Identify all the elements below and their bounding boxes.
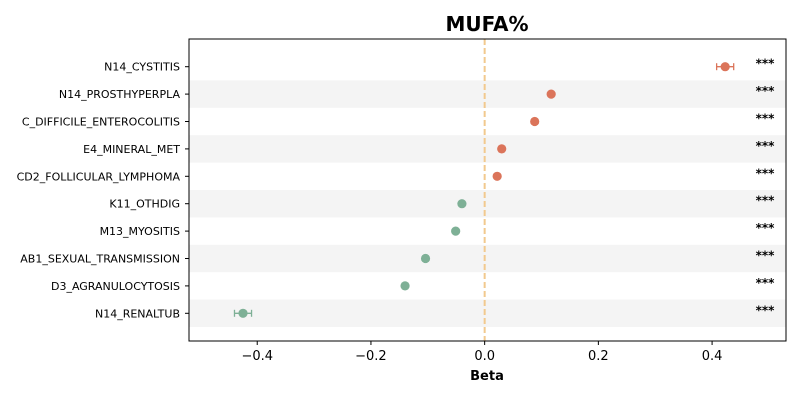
- significance-label: ***: [756, 57, 776, 71]
- row-bands: [189, 80, 786, 327]
- y-tick-label: K11_OTHDIG: [109, 198, 180, 211]
- significance-label: ***: [756, 112, 776, 126]
- plot-frame: [188, 38, 787, 342]
- y-tick-label: N14_PROSTHYPERPLA: [59, 88, 181, 101]
- y-tick-label: C_DIFFICILE_ENTEROCOLITIS: [22, 116, 180, 129]
- y-tick-label: D3_AGRANULOCYTOSIS: [51, 280, 180, 293]
- significance-label: ***: [756, 221, 776, 235]
- chart-title: MUFA%: [445, 12, 528, 36]
- significance-label: ***: [756, 303, 776, 317]
- data-point: [457, 199, 467, 209]
- y-tick-label: M13_MYOSITIS: [100, 225, 180, 238]
- row-band: [189, 244, 786, 273]
- y-tick-label: N14_CYSTITIS: [104, 61, 180, 74]
- x-axis-label: Beta: [470, 369, 504, 384]
- data-point: [497, 144, 507, 154]
- x-tick-label: −0.4: [241, 349, 273, 364]
- significance-label: ***: [756, 276, 776, 290]
- x-tick-label: 0.0: [474, 349, 495, 364]
- x-tick-label: −0.2: [355, 349, 387, 364]
- data-point: [420, 253, 431, 264]
- row-band: [189, 190, 786, 218]
- x-axis: −0.4 −0.2 0.0 0.2 0.4: [241, 341, 722, 364]
- significance-label: ***: [756, 194, 776, 208]
- row-band: [189, 80, 786, 108]
- data-point: [451, 226, 461, 236]
- data-points: *** *** *** *** *** *** *** *** *** ***: [233, 57, 776, 318]
- significance-label: ***: [756, 139, 776, 153]
- y-tick-label: AB1_SEXUAL_TRANSMISSION: [20, 253, 180, 266]
- data-point: [492, 171, 502, 181]
- significance-label: ***: [756, 249, 776, 263]
- y-tick-label: N14_RENALTUB: [95, 307, 180, 320]
- data-point: [400, 281, 410, 291]
- y-tick-label: E4_MINERAL_MET: [83, 143, 180, 156]
- x-tick-label: 0.2: [588, 349, 609, 364]
- data-point: [720, 62, 730, 72]
- data-point: [530, 116, 540, 127]
- data-point: [238, 308, 248, 318]
- significance-label: ***: [756, 84, 776, 98]
- row-band: [189, 135, 786, 163]
- x-tick-label: 0.4: [702, 349, 723, 364]
- y-tick-label: CD2_FOLLICULAR_LYMPHOMA: [17, 170, 181, 183]
- significance-label: ***: [756, 166, 776, 180]
- data-point: [546, 89, 556, 99]
- row-band: [189, 299, 786, 327]
- y-axis: N14_CYSTITIS N14_PROSTHYPERPLA C_DIFFICILE…: [17, 61, 189, 320]
